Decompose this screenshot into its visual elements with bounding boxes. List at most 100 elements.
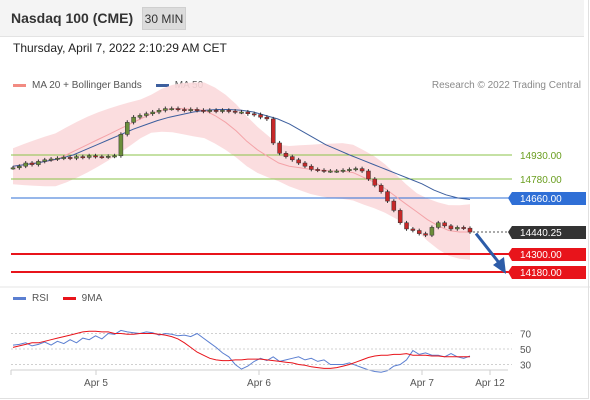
- candle-body: [131, 116, 136, 123]
- candle-body: [378, 185, 384, 192]
- candle-body: [397, 210, 403, 224]
- legend-label-bollinger: MA 20 + Bollinger Bands: [32, 80, 142, 91]
- header-bar: Nasdaq 100 (CME) 30 MIN: [0, 0, 584, 37]
- candle-body: [74, 156, 79, 159]
- rsi-tick-label: 30: [520, 361, 532, 372]
- x-axis-tick-label: Apr 5: [84, 378, 108, 389]
- candle-body: [283, 153, 289, 157]
- candle-body: [328, 170, 333, 173]
- candle-body: [372, 178, 378, 186]
- last-price-tag-bg: [508, 226, 586, 239]
- timeframe-button[interactable]: 30 MIN: [142, 7, 186, 30]
- legend-item-bollinger: MA 20 + Bollinger Bands: [13, 80, 142, 91]
- rsi-line: [12, 329, 471, 373]
- legend-label-rsi-ma: 9MA: [81, 293, 103, 304]
- candle-body: [188, 109, 193, 111]
- candle-body: [67, 157, 73, 159]
- candle-body: [385, 191, 390, 202]
- candle-body: [429, 227, 435, 236]
- candle-body: [436, 222, 441, 228]
- candle-body: [258, 114, 263, 118]
- bollinger-band: [13, 82, 470, 260]
- candle-body: [315, 169, 320, 171]
- candle-body: [150, 111, 155, 114]
- candle-body: [194, 109, 200, 111]
- candle-body: [175, 108, 181, 111]
- bollinger-swatch: [13, 84, 26, 87]
- candle-body: [55, 157, 60, 160]
- copyright-text: Research © 2022 Trading Central: [431, 80, 581, 91]
- candle-body: [182, 109, 187, 111]
- candle-body: [309, 165, 314, 170]
- rsi-ma-swatch: [62, 297, 76, 300]
- legend-item-rsi: RSI: [13, 293, 49, 304]
- candle-body: [455, 227, 460, 230]
- candle-body: [36, 161, 41, 165]
- x-axis-tick-label: Apr 12: [475, 378, 505, 389]
- candle-body: [201, 110, 206, 112]
- candle-body: [245, 111, 251, 114]
- level-tag-14660.00-bg: [508, 192, 586, 205]
- candle-body: [334, 170, 339, 173]
- last-price-tag-label: 14440.25: [520, 228, 562, 239]
- candle-body: [270, 118, 276, 144]
- candle-body: [61, 157, 67, 159]
- level-tag-14180.00-label: 14180.00: [520, 268, 562, 279]
- candle-body: [290, 156, 295, 161]
- rsi-swatch: [13, 297, 26, 300]
- candle-body: [137, 115, 143, 118]
- x-axis-tick-label: Apr 6: [247, 378, 271, 389]
- candle-body: [118, 134, 124, 157]
- level-tag-14780.00-label: 14780.00: [520, 175, 562, 186]
- candle-body: [93, 155, 98, 158]
- candle-body: [239, 111, 244, 114]
- candle-body: [423, 233, 428, 236]
- candle-body: [461, 227, 466, 229]
- candle-body: [416, 230, 422, 234]
- candle-body: [125, 122, 130, 135]
- candle-body: [144, 113, 149, 116]
- candle-body: [226, 110, 232, 112]
- candle-body: [251, 113, 257, 116]
- candle-body: [17, 165, 22, 169]
- rsi-tick-label: 70: [520, 330, 532, 341]
- level-tag-14180.00-bg: [508, 266, 586, 279]
- candle-body: [156, 110, 162, 113]
- ma50-swatch: [155, 84, 169, 87]
- candle-body: [302, 162, 308, 167]
- candle-body: [410, 228, 416, 231]
- rsi-ma-line: [12, 330, 470, 369]
- candle-body: [112, 155, 117, 158]
- candle-body: [467, 227, 473, 233]
- candle-body: [163, 108, 168, 111]
- candle-body: [277, 142, 282, 154]
- candle-body: [366, 170, 371, 180]
- timestamp: Thursday, April 7, 2022 2:10:29 AM CET: [13, 41, 227, 55]
- candle-body: [105, 156, 111, 158]
- candle-body: [321, 169, 327, 172]
- candle-body: [391, 200, 397, 211]
- candle-body: [80, 156, 86, 159]
- candle-body: [23, 162, 28, 167]
- candle-body: [340, 169, 346, 172]
- candle-body: [86, 155, 92, 158]
- candle-body: [169, 108, 174, 111]
- ma20-line: [12, 108, 470, 233]
- candle-body: [347, 169, 352, 171]
- level-tag-14300.00-bg: [508, 248, 586, 261]
- forecast-arrow-head: [493, 257, 506, 274]
- level-tag-14660.00-label: 14660.00: [520, 194, 562, 205]
- legend-item-rsi-ma: 9MA: [62, 293, 103, 304]
- candle-body: [10, 167, 16, 170]
- level-tag-14930.00-label: 14930.00: [520, 151, 562, 162]
- candle-body: [29, 162, 35, 165]
- candle-body: [42, 159, 47, 162]
- instrument-title: Nasdaq 100 (CME): [11, 10, 134, 26]
- forecast-arrow-shaft: [474, 232, 502, 265]
- candle-body: [353, 168, 358, 171]
- candle-body: [207, 110, 213, 112]
- candle-body: [442, 222, 447, 227]
- rsi-tick-label: 50: [520, 345, 532, 356]
- candle-body: [404, 222, 409, 230]
